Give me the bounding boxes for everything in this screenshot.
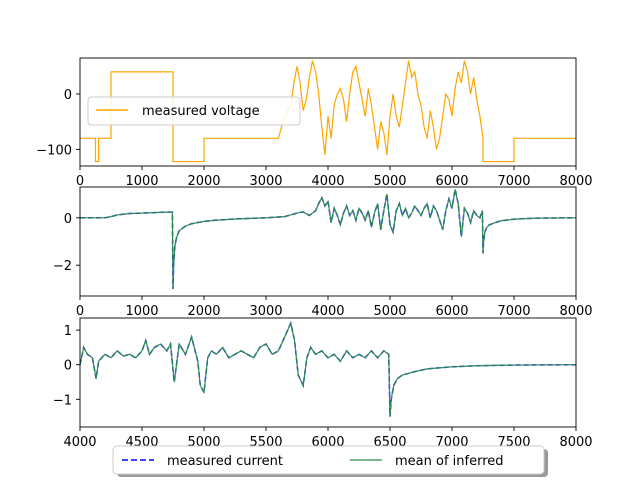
legend-label-mean-of-inferred: mean of inferred [395,454,504,469]
x-tick-label: 1000 [125,174,158,189]
y-tick-label: 1 [64,324,72,339]
voltage-panel: 0 1000 2000 3000 4000 5000 6000 7000 8000 0 −100 [36,57,593,189]
x-tick-label: 5000 [373,174,406,189]
figure-legend-box [112,445,545,475]
x-tick-label: 8000 [559,435,592,450]
x-tick-label: 7000 [497,174,530,189]
x-tick-label: 0 [76,304,84,319]
y-tick-label: −2 [53,259,72,274]
voltage-legend: measured voltage [87,96,301,126]
x-tick-label: 2000 [187,174,220,189]
figure-legend: measured current mean of inferred [112,445,548,477]
x-tick-label: 5000 [373,304,406,319]
legend-label-measured-current: measured current [167,454,283,469]
voltage-legend-label: measured voltage [142,104,260,119]
x-tick-label: 1000 [125,304,158,319]
x-tick-label: 3000 [249,174,282,189]
x-tick-label: 2000 [187,304,220,319]
voltage-legend-box [87,96,301,126]
x-tick-label: 8000 [559,174,592,189]
y-tick-label: 0 [64,212,72,227]
x-tick-label: 0 [76,174,84,189]
x-tick-label: 8000 [559,304,592,319]
x-tick-label: 7000 [497,304,530,319]
x-tick-label: 6000 [435,304,468,319]
y-tick-label: −1 [53,393,72,408]
x-tick-label: 3000 [249,304,282,319]
series-line-mean-of-inferred [80,321,576,417]
current-panel: 0 1000 2000 3000 4000 5000 6000 7000 8000 0 −2 [53,186,593,319]
x-tick-label: 6000 [435,174,468,189]
y-tick-label: −100 [36,143,72,158]
x-tick-label: 4000 [311,174,344,189]
x-tick-label: 4000 [311,304,344,319]
series-line-mean-of-inferred [80,189,576,289]
y-tick-label: 0 [64,88,72,103]
x-tick-label: 4000 [63,435,96,450]
y-tick-label: 0 [64,359,72,374]
series-line-measured-voltage [80,60,576,163]
